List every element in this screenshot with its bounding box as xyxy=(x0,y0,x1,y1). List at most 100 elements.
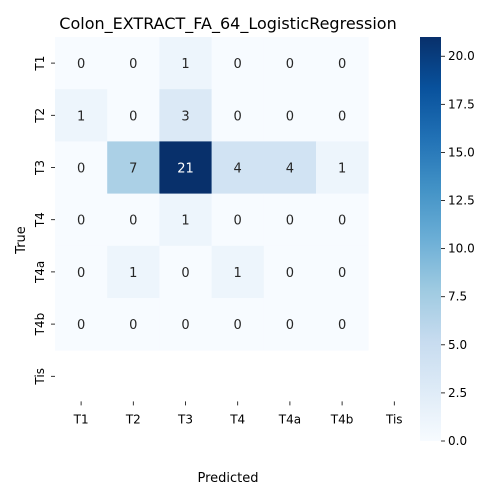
heatmap-cell xyxy=(211,245,265,299)
cell-value-label: 0 xyxy=(77,214,85,229)
heatmap-cell xyxy=(316,298,369,351)
cell-value-label: 0 xyxy=(234,109,242,124)
cell-value-label: 0 xyxy=(338,214,346,229)
cell-value-label: 1 xyxy=(234,266,242,281)
x-tick-label: T4a xyxy=(278,412,301,426)
heatmap-cell xyxy=(316,89,369,142)
heatmap-cell xyxy=(263,37,317,90)
heatmap-cells xyxy=(55,37,369,351)
cell-value-label: 1 xyxy=(129,266,137,281)
heatmap-cell xyxy=(211,89,265,142)
cell-value-label: 0 xyxy=(129,214,137,229)
cell-value-label: 0 xyxy=(286,57,294,72)
heatmap-cell xyxy=(55,37,108,90)
colorbar-tick-label: 20.0 xyxy=(448,49,475,63)
heatmap-cell xyxy=(55,141,108,194)
cell-value-label: 0 xyxy=(286,214,294,229)
cell-value-label: 0 xyxy=(234,57,242,72)
cell-value-label: 0 xyxy=(338,57,346,72)
y-axis-label: True xyxy=(14,226,29,255)
cell-value-label: 1 xyxy=(77,109,85,124)
cell-value-label: 0 xyxy=(338,109,346,124)
x-axis-label: Predicted xyxy=(197,471,258,486)
heatmap-cell xyxy=(107,141,160,194)
cell-value-label: 7 xyxy=(129,162,137,177)
heatmap-cell xyxy=(263,141,317,194)
y-tick-label: Tis xyxy=(33,368,47,386)
y-tick-label: T4a xyxy=(33,261,47,284)
cell-value-label: 0 xyxy=(129,109,137,124)
colorbar-tick-label: 0.0 xyxy=(448,434,467,448)
chart-title: Colon_EXTRACT_FA_64_LogisticRegression xyxy=(59,14,396,34)
cell-value-label: 1 xyxy=(181,57,189,72)
heatmap-cell xyxy=(263,245,317,299)
colorbar-tick-label: 5.0 xyxy=(448,338,467,352)
cell-value-label: 0 xyxy=(129,318,137,333)
y-tick-label: T2 xyxy=(33,108,47,124)
heatmap-cell xyxy=(159,298,212,351)
heatmap-cell xyxy=(316,245,369,299)
x-tick-label: T4 xyxy=(229,412,245,426)
x-tick-label: T1 xyxy=(73,412,89,426)
heatmap-cell xyxy=(159,245,212,299)
heatmap-cell xyxy=(263,193,317,247)
heatmap-cell xyxy=(107,245,160,299)
cell-value-label: 1 xyxy=(181,214,189,229)
heatmap-cell xyxy=(263,89,317,142)
heatmap-cell xyxy=(55,193,108,247)
heatmap-cell-labels: 0 0 1 0 0 0 1 0 3 0 0 0 0 7 21 4 4 1 0 0 1 0 0 0 0 1 0 1 0 0 0 0 0 0 0 0 xyxy=(77,57,346,333)
heatmap-cell xyxy=(107,193,160,247)
cell-value-label: 0 xyxy=(77,57,85,72)
heatmap-cell xyxy=(159,193,212,247)
cell-value-label: 0 xyxy=(181,266,189,281)
heatmap-cell xyxy=(55,298,108,351)
colorbar-tick-label: 2.5 xyxy=(448,386,467,400)
heatmap-cell xyxy=(107,89,160,142)
heatmap-cell xyxy=(211,37,265,90)
colorbar-tick-label: 17.5 xyxy=(448,97,475,111)
y-tick-label: T4b xyxy=(33,313,47,337)
heatmap-cell xyxy=(107,37,160,90)
cell-value-label: 4 xyxy=(286,162,294,177)
colorbar-axis: 0.0 2.5 5.0 7.5 10.0 12.5 15.0 17.5 20.0 xyxy=(441,49,475,448)
colorbar-tick-label: 7.5 xyxy=(448,290,467,304)
cell-value-label: 0 xyxy=(234,214,242,229)
cell-value-label: 0 xyxy=(129,57,137,72)
cell-value-label: 21 xyxy=(177,162,194,177)
colorbar-tick-label: 10.0 xyxy=(448,242,475,256)
cell-value-label: 0 xyxy=(181,318,189,333)
y-tick-label: T3 xyxy=(33,160,47,176)
cell-value-label: 0 xyxy=(77,318,85,333)
heatmap-cell xyxy=(316,193,369,247)
cell-value-label: 0 xyxy=(77,162,85,177)
x-tick-label: T3 xyxy=(177,412,193,426)
heatmap-cell xyxy=(55,245,108,299)
y-tick-label: T1 xyxy=(33,56,47,72)
x-axis: T1 T2 T3 T4 T4a T4b Tis xyxy=(73,401,403,426)
cell-value-label: 0 xyxy=(234,318,242,333)
heatmap-cell xyxy=(263,298,317,351)
cell-value-label: 0 xyxy=(286,109,294,124)
cell-value-label: 0 xyxy=(338,318,346,333)
y-tick-label: T4 xyxy=(33,212,47,228)
colorbar-tick-label: 15.0 xyxy=(448,145,475,159)
x-tick-label: T4b xyxy=(330,412,354,426)
colorbar-tick-label: 12.5 xyxy=(448,194,475,208)
heatmap-cell xyxy=(211,193,265,247)
heatmap-cell xyxy=(316,37,369,90)
heatmap-cell xyxy=(211,141,265,194)
heatmap-cell xyxy=(159,141,212,194)
colorbar xyxy=(420,37,441,441)
cell-value-label: 3 xyxy=(181,109,189,124)
cell-value-label: 0 xyxy=(77,266,85,281)
cell-value-label: 0 xyxy=(286,266,294,281)
x-tick-label: Tis xyxy=(385,412,403,426)
x-tick-label: T2 xyxy=(125,412,141,426)
heatmap-cell xyxy=(211,298,265,351)
heatmap-cell xyxy=(107,298,160,351)
cell-value-label: 4 xyxy=(234,162,242,177)
cell-value-label: 1 xyxy=(338,162,346,177)
cell-value-label: 0 xyxy=(286,318,294,333)
y-axis: T1 T2 T3 T4 T4a T4b Tis xyxy=(33,56,55,386)
